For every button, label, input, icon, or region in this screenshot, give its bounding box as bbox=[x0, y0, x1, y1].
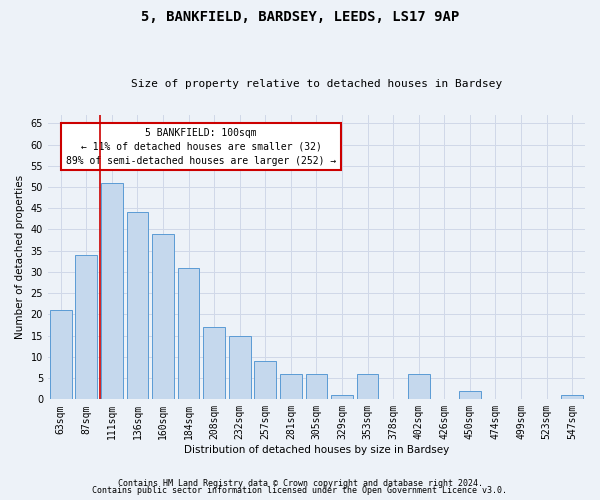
Bar bbox=[357, 374, 379, 400]
Text: Contains public sector information licensed under the Open Government Licence v3: Contains public sector information licen… bbox=[92, 486, 508, 495]
Bar bbox=[305, 374, 328, 400]
X-axis label: Distribution of detached houses by size in Bardsey: Distribution of detached houses by size … bbox=[184, 445, 449, 455]
Bar bbox=[280, 374, 302, 400]
Text: 5 BANKFIELD: 100sqm
← 11% of detached houses are smaller (32)
89% of semi-detach: 5 BANKFIELD: 100sqm ← 11% of detached ho… bbox=[66, 128, 336, 166]
Bar bbox=[178, 268, 199, 400]
Bar bbox=[127, 212, 148, 400]
Title: Size of property relative to detached houses in Bardsey: Size of property relative to detached ho… bbox=[131, 79, 502, 89]
Bar bbox=[562, 395, 583, 400]
Bar bbox=[459, 391, 481, 400]
Bar bbox=[408, 374, 430, 400]
Bar bbox=[50, 310, 71, 400]
Bar bbox=[203, 327, 225, 400]
Bar bbox=[76, 255, 97, 400]
Bar bbox=[229, 336, 251, 400]
Bar bbox=[152, 234, 174, 400]
Y-axis label: Number of detached properties: Number of detached properties bbox=[15, 175, 25, 339]
Bar bbox=[101, 182, 123, 400]
Bar bbox=[331, 395, 353, 400]
Text: 5, BANKFIELD, BARDSEY, LEEDS, LS17 9AP: 5, BANKFIELD, BARDSEY, LEEDS, LS17 9AP bbox=[141, 10, 459, 24]
Text: Contains HM Land Registry data © Crown copyright and database right 2024.: Contains HM Land Registry data © Crown c… bbox=[118, 478, 482, 488]
Bar bbox=[254, 361, 276, 400]
